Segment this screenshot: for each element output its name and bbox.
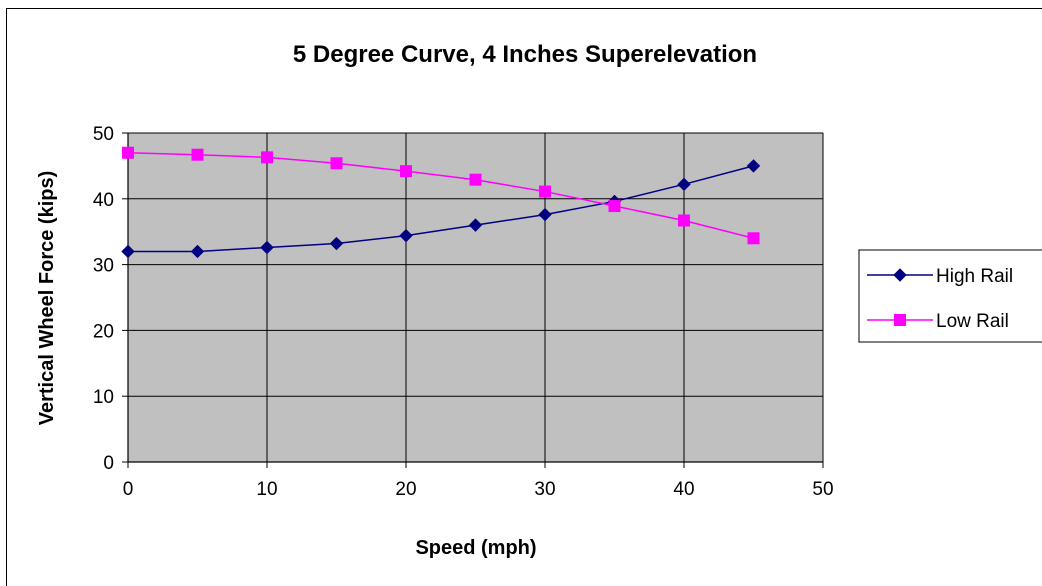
y-tick-label: 50 bbox=[93, 124, 114, 145]
low-rail-point bbox=[330, 157, 343, 170]
low-rail-point bbox=[747, 232, 760, 245]
chart-frame bbox=[6, 8, 1042, 586]
low-rail-point bbox=[261, 151, 273, 164]
x-tick-label: 30 bbox=[534, 479, 555, 500]
low-rail-point bbox=[191, 148, 204, 161]
series-low-rail bbox=[122, 146, 760, 245]
x-tick-label: 20 bbox=[395, 479, 416, 500]
plot-area bbox=[127, 132, 824, 463]
low-rail-point bbox=[539, 185, 551, 198]
high-rail-point bbox=[260, 240, 274, 255]
x-axis-label: Speed (mph) bbox=[415, 537, 536, 559]
x-tick-label: 40 bbox=[673, 479, 694, 500]
high-rail-point bbox=[399, 228, 413, 243]
high-rail-point bbox=[538, 207, 552, 222]
y-axis-label: Vertical Wheel Force (kips) bbox=[36, 171, 58, 426]
chart-title: 5 Degree Curve, 4 Inches Superelevation bbox=[293, 41, 757, 68]
series-group bbox=[121, 146, 761, 259]
high-rail-point bbox=[468, 218, 483, 232]
y-tick-label: 20 bbox=[93, 321, 114, 342]
y-tick-label: 40 bbox=[93, 190, 114, 211]
legend-box bbox=[858, 249, 1042, 343]
high-rail-line bbox=[128, 165, 754, 253]
high-rail-point bbox=[190, 244, 205, 259]
legend-label-low-rail: Low Rail bbox=[936, 311, 1009, 332]
x-tick-label: 0 bbox=[123, 479, 134, 500]
y-tick-label: 10 bbox=[93, 387, 114, 408]
high-rail-point bbox=[121, 244, 135, 259]
y-tick-label: 0 bbox=[103, 453, 114, 474]
legend: High Rail Low Rail bbox=[858, 249, 1042, 343]
low-rail-point bbox=[678, 214, 690, 227]
legend-label-high-rail: High Rail bbox=[936, 266, 1013, 287]
high-rail-point bbox=[746, 159, 761, 173]
high-rail-point bbox=[677, 177, 691, 192]
low-rail-point bbox=[400, 165, 412, 178]
legend-marker-high-rail bbox=[893, 268, 907, 282]
high-rail-point bbox=[329, 236, 344, 251]
legend-marker-low-rail bbox=[894, 314, 906, 326]
x-tick-label: 50 bbox=[812, 479, 833, 500]
low-rail-point bbox=[469, 173, 482, 186]
axes: 0 10 20 30 40 50 0 10 20 30 40 50 bbox=[93, 124, 834, 500]
x-tick-label: 10 bbox=[256, 479, 277, 500]
low-rail-point bbox=[608, 200, 621, 213]
y-tick-label: 30 bbox=[93, 256, 114, 277]
low-rail-point bbox=[122, 146, 134, 159]
low-rail-line bbox=[127, 151, 754, 240]
